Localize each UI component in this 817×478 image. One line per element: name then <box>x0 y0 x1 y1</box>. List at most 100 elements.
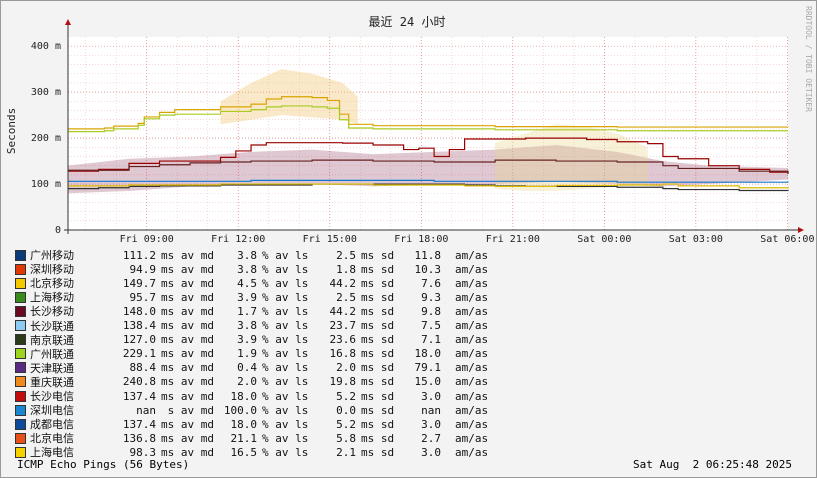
x-tick-label: Sat 06:00 <box>760 234 814 245</box>
legend-sd-unit: ms sd <box>361 417 395 431</box>
legend-sd: 23.7 <box>329 319 357 332</box>
legend-med-unit: ms av md <box>161 304 214 318</box>
legend-loss: 1.7 <box>237 304 257 318</box>
legend-row: 广州移动 111.2 ms av md 3.8 % av ls 2.5 ms sd 11.8 a… <box>15 248 505 262</box>
legend-median: 88.4 <box>129 361 157 375</box>
series-line <box>68 137 789 174</box>
legend-swatch <box>15 432 26 444</box>
legend-ratio-unit: am/as <box>455 431 489 445</box>
legend-sd-unit: ms sd <box>361 389 395 403</box>
legend-loss-unit: % av ls <box>262 304 309 318</box>
legend-loss-unit: % av ls <box>262 389 309 403</box>
legend-sd-unit: ms sd <box>361 403 395 417</box>
smoke-band <box>495 124 648 191</box>
legend-swatch <box>15 404 26 416</box>
legend-sd: 5.2 <box>336 417 356 431</box>
legend-sd: 19.8 <box>329 375 357 389</box>
legend-target-name: 深圳移动 <box>30 263 74 277</box>
x-tick-label: Sat 00:00 <box>577 234 631 245</box>
legend-ratio-unit: am/as <box>455 361 489 375</box>
legend-median: 137.4 <box>122 417 156 431</box>
legend-sd: 2.0 <box>336 361 356 375</box>
legend-row: 北京电信 136.8 ms av md 21.1 % av ls 5.8 ms sd 2.7 a… <box>15 431 505 445</box>
legend-row: 天津联通 88.4 ms av md 0.4 % av ls 2.0 ms sd 79.1 am… <box>15 361 505 375</box>
legend-loss: 18.0 <box>230 417 258 431</box>
legend-ratio: 3.0 <box>421 417 441 431</box>
legend-swatch <box>15 446 26 458</box>
legend-sd: 44.2 <box>329 304 357 318</box>
legend-ratio: 3.0 <box>421 389 441 403</box>
legend-target-name: 广州移动 <box>30 249 74 262</box>
legend-loss-unit: % av ls <box>262 417 309 431</box>
legend-loss: 4.5 <box>237 276 257 290</box>
legend-ratio: 15.0 <box>414 375 442 389</box>
legend-sd-unit: ms sd <box>361 431 395 445</box>
legend-target-name: 长沙移动 <box>30 305 74 319</box>
footer-timestamp: Sat Aug 2 06:25:48 2025 <box>633 458 792 471</box>
legend-med-unit: ms av md <box>161 248 214 262</box>
legend-sd: 2.5 <box>336 290 356 304</box>
legend-med-unit: ms av md <box>161 290 214 304</box>
legend-target-name: 南京联通 <box>30 333 74 347</box>
legend-target-name: 长沙电信 <box>30 390 74 403</box>
legend-row: 上海电信 98.3 ms av md 16.5 % av ls 2.1 ms sd 3.0 am… <box>15 445 505 459</box>
legend-ratio-unit: am/as <box>455 417 489 431</box>
legend-ratio: 7.1 <box>421 333 441 347</box>
legend-med-unit: ms av md <box>161 347 214 361</box>
legend-loss-unit: % av ls <box>262 262 309 276</box>
legend-loss: 3.8 <box>237 319 257 332</box>
legend-target-name: 北京电信 <box>30 432 74 446</box>
legend-target-name: 重庆联通 <box>30 375 74 389</box>
legend-ratio-unit: am/as <box>455 389 489 403</box>
x-tick-label: Fri 09:00 <box>120 234 174 245</box>
legend-loss: 3.9 <box>237 290 257 304</box>
y-tick-label: 400 m <box>31 41 61 52</box>
x-tick-label: Fri 15:00 <box>303 234 357 245</box>
legend-ratio-unit: am/as <box>455 347 489 361</box>
legend-med-unit: ms av md <box>161 361 214 375</box>
legend-med-unit: ms av md <box>161 375 214 389</box>
legend-swatch <box>15 263 26 275</box>
legend-median: 98.3 <box>129 445 157 459</box>
rrdtool-watermark: RRDTOOL / TOBI OETIKER <box>804 6 813 112</box>
legend-row: 长沙电信 137.4 ms av md 18.0 % av ls 5.2 ms sd 3.0 a… <box>15 389 505 403</box>
legend-row: 重庆联通 240.8 ms av md 2.0 % av ls 19.8 ms sd 15.0… <box>15 375 505 389</box>
legend-swatch <box>15 249 26 261</box>
legend-row: 深圳移动 94.9 ms av md 3.8 % av ls 1.8 ms sd 10.3 am… <box>15 262 505 276</box>
legend-sd: 1.8 <box>336 262 356 276</box>
legend-sd-unit: ms sd <box>361 276 395 290</box>
legend-loss-unit: % av ls <box>262 347 309 361</box>
legend-row: 深圳电信 nan s av md 100.0% av ls 0.0 ms sd nan am… <box>15 403 505 417</box>
legend-ratio-unit: am/as <box>455 290 489 304</box>
legend-sd: 23.6 <box>329 333 357 347</box>
legend-ratio: 11.8 <box>414 248 442 262</box>
legend-loss: 100.0 <box>223 403 257 417</box>
legend-loss-unit: % av ls <box>262 290 309 304</box>
series-line <box>68 105 788 133</box>
series-line <box>68 183 789 192</box>
legend-sd-unit: ms sd <box>361 375 395 389</box>
legend-row: 南京联通 127.0 ms av md 3.9 % av ls 23.6 ms sd 7.1 a… <box>15 333 505 347</box>
legend-target-name: 上海电信 <box>30 446 74 460</box>
legend-loss: 1.9 <box>237 347 257 361</box>
legend-target-name: 北京移动 <box>30 277 74 291</box>
legend-row: 长沙移动 148.0 ms av md 1.7 % av ls 44.2 ms sd 9.8 a… <box>15 304 505 318</box>
legend-sd: 5.2 <box>336 389 356 403</box>
series-line <box>68 96 788 130</box>
legend-sd-unit: ms sd <box>361 248 395 262</box>
legend-loss-unit: % av ls <box>262 248 309 262</box>
legend-swatch <box>15 362 26 374</box>
legend-swatch <box>15 418 26 430</box>
footer-probe-info: ICMP Echo Pings (56 Bytes) <box>17 458 190 471</box>
legend-ratio: 7.5 <box>421 319 441 332</box>
legend-median: 94.9 <box>129 262 157 276</box>
legend-ratio-unit: am/as <box>455 304 489 318</box>
legend-med-unit: ms av md <box>161 262 214 276</box>
legend-median: 136.8 <box>122 431 156 445</box>
legend-loss-unit: % av ls <box>262 375 309 389</box>
legend-ratio: 18.0 <box>414 347 442 361</box>
legend-loss-unit: % av ls <box>262 445 309 459</box>
legend-loss: 18.0 <box>230 389 258 403</box>
legend-ratio-unit: am/as <box>455 248 489 262</box>
